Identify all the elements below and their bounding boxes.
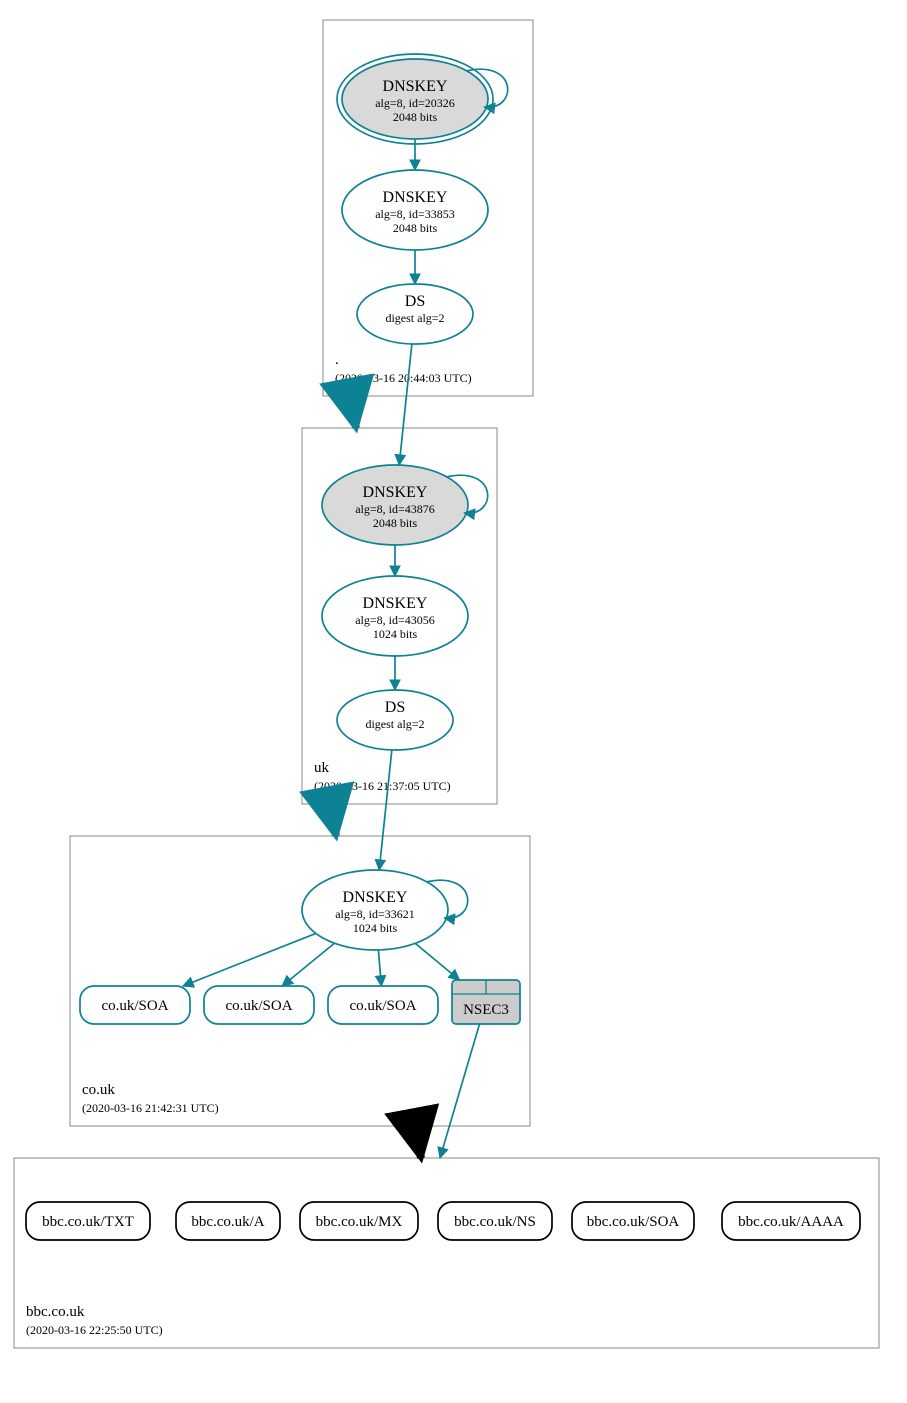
record-label: bbc.co.uk/MX	[316, 1214, 403, 1230]
node-sub1: alg=8, id=43056	[355, 613, 435, 627]
node-title: DS	[405, 293, 425, 310]
node-sub1: alg=8, id=20326	[375, 96, 455, 110]
zone-box-bbc	[14, 1158, 879, 1348]
record-label: co.uk/SOA	[349, 998, 416, 1014]
dnssec-diagram: . (2020-03-16 20:44:03 UTC) uk (2020-03-16 …	[0, 0, 907, 1403]
node-title: DNSKEY	[363, 595, 428, 612]
zone-arrow	[330, 804, 336, 836]
zone-timestamp-root: (2020-03-16 20:44:03 UTC)	[335, 371, 472, 385]
node-sub1: alg=8, id=43876	[355, 502, 435, 516]
zone-arrow	[415, 1126, 421, 1158]
record-label: co.uk/SOA	[225, 998, 292, 1014]
node-bbc_mx: bbc.co.uk/MX	[300, 1202, 418, 1240]
zone-label-uk: uk	[314, 760, 330, 776]
node-uk_ksk: DNSKEYalg=8, id=438762048 bits	[322, 465, 488, 545]
node-bbc_soa: bbc.co.uk/SOA	[572, 1202, 694, 1240]
zone-arrow	[350, 396, 356, 428]
edge	[379, 750, 392, 870]
node-sub2: 1024 bits	[373, 627, 418, 641]
node-sub1: alg=8, id=33853	[375, 207, 455, 221]
node-title: DNSKEY	[363, 484, 428, 501]
edge	[183, 933, 316, 986]
zone-timestamp-bbc: (2020-03-16 22:25:50 UTC)	[26, 1323, 163, 1337]
node-sub1: digest alg=2	[365, 717, 424, 731]
node-uk_zsk: DNSKEYalg=8, id=430561024 bits	[322, 576, 468, 656]
record-label: co.uk/SOA	[101, 998, 168, 1014]
node-sub2: 2048 bits	[373, 516, 418, 530]
node-bbc_a: bbc.co.uk/A	[176, 1202, 280, 1240]
edge	[415, 943, 459, 980]
node-bbc_txt: bbc.co.uk/TXT	[26, 1202, 150, 1240]
record-label: bbc.co.uk/NS	[454, 1214, 536, 1230]
node-soa3: co.uk/SOA	[328, 986, 438, 1024]
node-uk_ds: DSdigest alg=2	[337, 690, 453, 750]
node-couk_zsk: DNSKEYalg=8, id=336211024 bits	[302, 870, 468, 950]
node-root_ksk: DNSKEYalg=8, id=203262048 bits	[337, 54, 508, 144]
node-sub2: 2048 bits	[393, 110, 438, 124]
edge	[378, 950, 381, 986]
node-bbc_aaaa: bbc.co.uk/AAAA	[722, 1202, 860, 1240]
node-root_ds: DSdigest alg=2	[357, 284, 473, 344]
record-label: bbc.co.uk/A	[191, 1214, 264, 1230]
node-title: DNSKEY	[383, 189, 448, 206]
node-sub2: 2048 bits	[393, 221, 438, 235]
zone-label-root: .	[335, 352, 339, 368]
edge	[282, 943, 334, 986]
node-bbc_ns: bbc.co.uk/NS	[438, 1202, 552, 1240]
record-label: bbc.co.uk/SOA	[587, 1214, 680, 1230]
record-label: bbc.co.uk/AAAA	[738, 1214, 844, 1230]
record-label: bbc.co.uk/TXT	[42, 1214, 134, 1230]
node-root_zsk: DNSKEYalg=8, id=338532048 bits	[342, 170, 488, 250]
zone-timestamp-couk: (2020-03-16 21:42:31 UTC)	[82, 1101, 219, 1115]
node-soa2: co.uk/SOA	[204, 986, 314, 1024]
node-sub1: alg=8, id=33621	[335, 907, 415, 921]
node-nsec3: NSEC3	[452, 980, 520, 1024]
node-sub1: digest alg=2	[385, 311, 444, 325]
zone-timestamp-uk: (2020-03-16 21:37:05 UTC)	[314, 779, 451, 793]
node-title: DNSKEY	[343, 889, 408, 906]
nsec3-label: NSEC3	[463, 1002, 509, 1018]
edge	[399, 344, 412, 465]
node-soa1: co.uk/SOA	[80, 986, 190, 1024]
node-sub2: 1024 bits	[353, 921, 398, 935]
edge-nsec3-bbc	[440, 1024, 480, 1158]
zone-label-bbc: bbc.co.uk	[26, 1304, 85, 1320]
zone-label-couk: co.uk	[82, 1082, 115, 1098]
node-title: DNSKEY	[383, 78, 448, 95]
node-title: DS	[385, 699, 405, 716]
